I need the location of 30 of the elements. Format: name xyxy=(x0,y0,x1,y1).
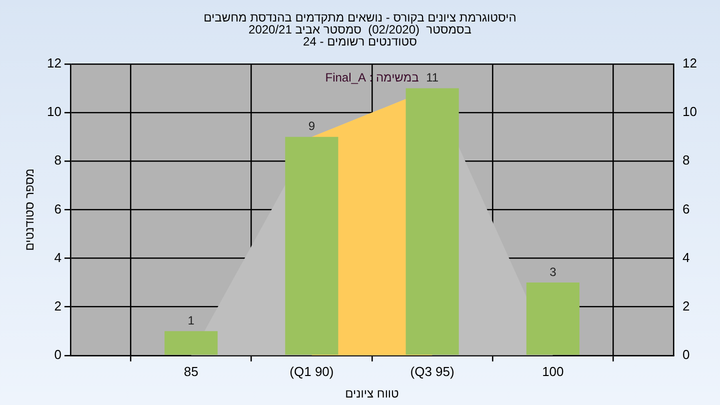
x-tick-label: (Q3 95) xyxy=(410,364,454,379)
y-tick-label: 6 xyxy=(54,201,62,216)
x-tick-label: 100 xyxy=(542,364,564,379)
y2-tick-label: 6 xyxy=(682,201,690,216)
y-tick-label: 8 xyxy=(54,152,62,168)
y-tick-label: 4 xyxy=(54,250,62,265)
annotation: במשימה : Final_A xyxy=(325,70,419,84)
data-label: 1 xyxy=(188,313,195,328)
x-axis-title: טווח ציונים xyxy=(345,386,400,400)
y-tick-label: 12 xyxy=(46,56,62,71)
y2-tick-label: 4 xyxy=(682,250,690,265)
data-label: 11 xyxy=(426,70,439,85)
bar xyxy=(285,136,338,355)
bar xyxy=(164,331,218,355)
data-label: 3 xyxy=(550,264,557,279)
y-tick-label: 10 xyxy=(46,104,62,120)
y2-tick-label: 10 xyxy=(682,104,698,120)
y-axis-title: מספר סטודנטים xyxy=(22,168,36,251)
y-tick-label: 2 xyxy=(54,298,62,314)
y2-tick-label: 2 xyxy=(682,298,690,314)
x-tick-label: (Q1 90) xyxy=(290,364,334,379)
bar xyxy=(526,282,580,355)
data-label: 9 xyxy=(308,119,316,134)
y2-tick-label: 12 xyxy=(682,56,698,71)
x-tick-label: 85 xyxy=(184,364,198,379)
bar xyxy=(406,88,459,355)
y2-tick-label: 0 xyxy=(682,346,690,362)
y-tick-label: 0 xyxy=(54,346,62,362)
y2-tick-label: 8 xyxy=(682,152,690,168)
chart-title: היסטוגרמת ציונים בקורס - נושאים מתקדמים בהנדסת מחשבים בסמסטר (02/2020) סמסטר אביב 2020/21 סטודנטים רשומים - 24 xyxy=(204,10,516,48)
